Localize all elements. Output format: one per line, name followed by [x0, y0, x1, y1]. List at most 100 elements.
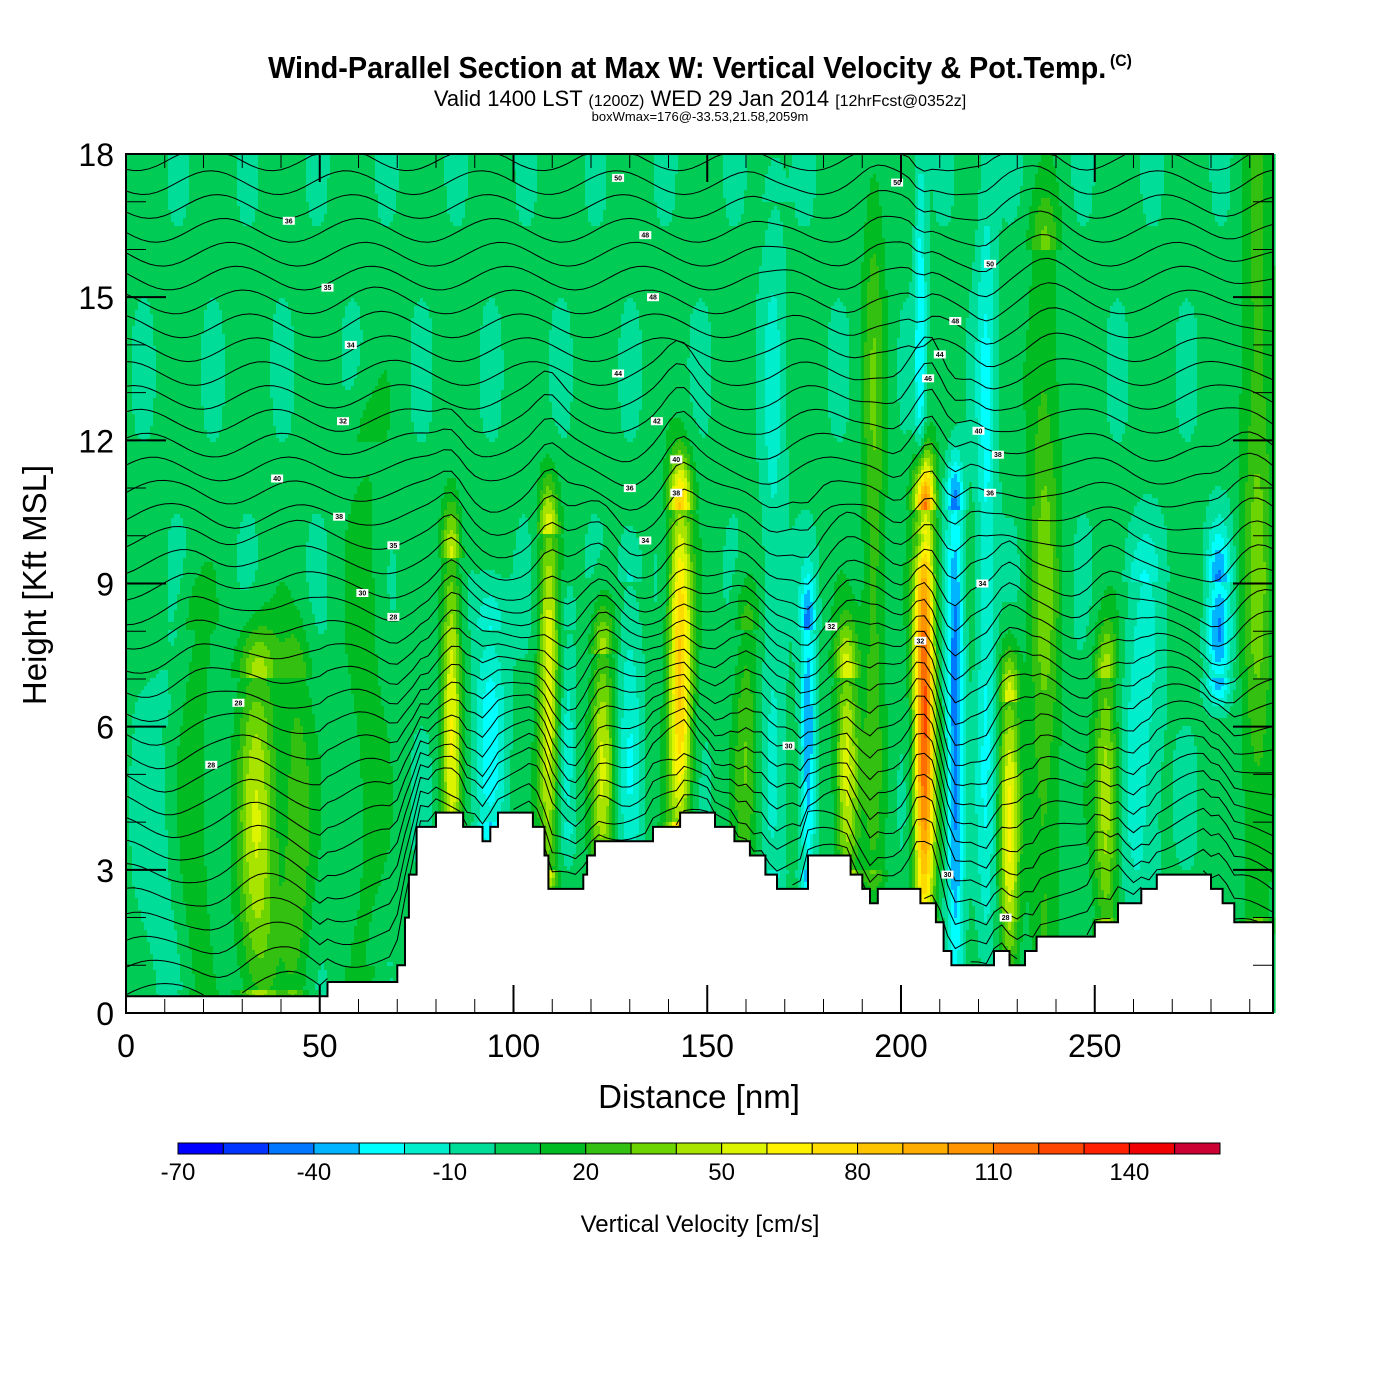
velocity-cell: [927, 426, 931, 439]
velocity-cell: [681, 482, 685, 491]
velocity-cell: [1212, 590, 1216, 611]
velocity-cell: [789, 166, 793, 203]
chart-subtitle: Valid 1400 LST (1200Z) WED 29 Jan 2014 […: [0, 86, 1400, 112]
velocity-cell: [540, 614, 544, 807]
velocity-cell: [984, 154, 988, 227]
isentrope-line: [125, 661, 1274, 746]
velocity-cell: [618, 654, 622, 891]
velocity-cell: [396, 154, 400, 191]
velocity-cell: [918, 526, 922, 535]
velocity-cell: [1215, 582, 1219, 599]
velocity-cell: [597, 518, 601, 559]
contour-label-box: [623, 484, 636, 493]
velocity-cell: [669, 650, 673, 759]
velocity-cell: [684, 154, 688, 431]
isentrope-line: [125, 257, 1274, 298]
velocity-cell: [1011, 730, 1015, 763]
velocity-cell: [369, 922, 373, 967]
velocity-cell: [1125, 422, 1129, 539]
velocity-cell: [393, 554, 397, 611]
velocity-cell: [834, 302, 838, 439]
velocity-cell: [993, 910, 997, 967]
velocity-cell: [1092, 646, 1096, 679]
contour-label: 34: [976, 579, 989, 588]
velocity-cell: [738, 698, 742, 843]
velocity-cell: [366, 474, 370, 943]
velocity-cell: [294, 606, 298, 639]
velocity-cell: [975, 418, 979, 763]
velocity-cell: [387, 962, 391, 967]
velocity-cell: [1215, 698, 1219, 707]
velocity-cell: [1011, 922, 1015, 947]
velocity-cell: [633, 530, 637, 583]
velocity-cell: [951, 466, 955, 479]
colorbar-label: Vertical Velocity [cm/s]: [581, 1211, 820, 1238]
velocity-cell: [999, 482, 1003, 615]
velocity-cell: [288, 638, 292, 679]
velocity-cell: [978, 670, 982, 875]
velocity-cell: [696, 426, 700, 483]
velocity-cell: [1152, 542, 1156, 583]
velocity-cell: [822, 154, 826, 1013]
velocity-cell: [951, 890, 955, 967]
velocity-cell: [444, 186, 448, 487]
velocity-cell: [918, 562, 922, 571]
velocity-cell: [792, 662, 796, 983]
velocity-cell: [255, 154, 259, 211]
velocity-cell: [210, 946, 214, 1013]
velocity-cell: [537, 650, 541, 819]
velocity-cell: [903, 782, 907, 827]
velocity-cell: [288, 434, 292, 591]
velocity-cell: [1095, 654, 1099, 679]
velocity-cell: [810, 754, 814, 835]
colorbar-swatch: [811, 1142, 859, 1155]
velocity-cell: [558, 534, 562, 727]
velocity-cell: [1083, 154, 1087, 227]
velocity-cell: [453, 502, 457, 519]
velocity-cell: [1218, 618, 1222, 643]
velocity-cell: [324, 214, 328, 531]
velocity-cell: [1131, 662, 1135, 859]
velocity-cell: [924, 502, 928, 511]
velocity-cell: [1260, 918, 1264, 923]
velocity-cell: [678, 478, 682, 491]
velocity-cell: [1212, 706, 1216, 719]
velocity-cell: [723, 198, 727, 547]
velocity-cell: [453, 594, 457, 631]
velocity-cell: [414, 306, 418, 435]
velocity-cell: [351, 694, 355, 943]
velocity-cell: [852, 798, 856, 847]
isentrope-line: [125, 187, 1274, 221]
velocity-cell: [1077, 222, 1081, 519]
velocity-cell: [762, 154, 766, 195]
velocity-cell: [249, 894, 253, 939]
velocity-cell: [1032, 238, 1036, 251]
velocity-cell: [246, 514, 250, 591]
velocity-cell: [1008, 726, 1012, 751]
velocity-cell: [768, 166, 772, 203]
velocity-cell: [171, 630, 175, 647]
velocity-cell: [807, 606, 811, 631]
velocity-cell: [387, 966, 391, 983]
velocity-cell: [276, 154, 280, 303]
velocity-cell: [282, 642, 286, 679]
velocity-cell: [666, 478, 670, 511]
colorbar-tick-label: 20: [572, 1159, 599, 1186]
velocity-cell: [606, 626, 610, 655]
velocity-cell: [1032, 506, 1036, 683]
velocity-cell: [1251, 370, 1255, 503]
velocity-cell: [1011, 690, 1015, 703]
velocity-cell: [600, 638, 604, 655]
contour-label: 44: [933, 350, 946, 359]
velocity-cell: [204, 430, 208, 563]
velocity-cell: [348, 390, 352, 515]
contour-label-text: 40: [975, 428, 983, 435]
velocity-cell: [921, 534, 925, 543]
velocity-cell: [921, 558, 925, 567]
velocity-cell: [315, 514, 319, 627]
velocity-cell: [273, 634, 277, 679]
velocity-cell: [648, 154, 652, 1013]
velocity-cell: [840, 646, 844, 679]
velocity-cell: [567, 806, 571, 823]
velocity-cell: [1158, 814, 1162, 831]
